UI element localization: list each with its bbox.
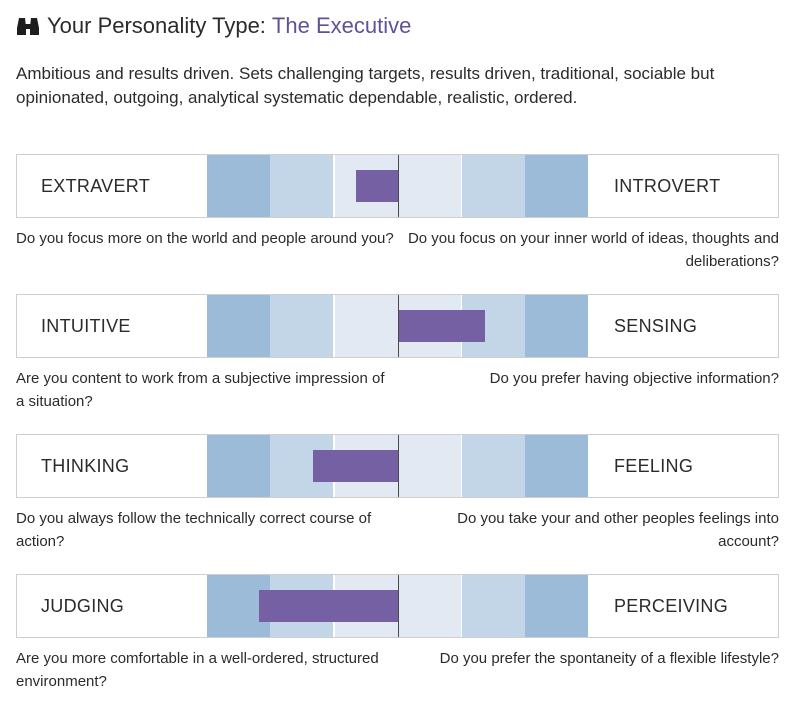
scale-left-label: JUDGING	[41, 596, 125, 616]
scale-row-judging-perceiving: JUDGING PERCEIVING	[16, 574, 779, 638]
scale-band-inner	[398, 575, 461, 637]
scale-band-inner	[335, 295, 398, 357]
scale-center-line	[398, 435, 399, 497]
personality-description: Ambitious and results driven. Sets chall…	[16, 64, 715, 107]
scale-band-middle	[462, 435, 525, 497]
page-header: Your Personality Type: The Executive	[16, 11, 411, 41]
scale-right-label: FEELING	[614, 456, 694, 476]
left-question: Do you always follow the technically cor…	[16, 510, 372, 550]
scale-right-label: INTROVERT	[614, 176, 721, 196]
scale-row-extravert-introvert: EXTRAVERT INTROVERT	[16, 154, 779, 218]
scale-band-outer	[207, 295, 270, 357]
header-label: Your Personality Type:	[47, 13, 266, 38]
scale-band-middle	[270, 295, 333, 357]
scale-band-outer	[207, 435, 270, 497]
scale-center-line	[398, 295, 399, 357]
scale-left-label: EXTRAVERT	[41, 176, 151, 196]
scale-band-outer	[525, 575, 588, 637]
scale-band-outer	[525, 435, 588, 497]
scale-band-outer	[525, 155, 588, 217]
scale-right-label: PERCEIVING	[614, 596, 729, 616]
score-marker	[259, 590, 398, 622]
left-question: Are you more comfortable in a well-order…	[16, 650, 379, 690]
left-question: Do you focus more on the world and peopl…	[16, 230, 394, 247]
scale-left-label: INTUITIVE	[41, 316, 131, 336]
right-question: Do you take your and other peoples feeli…	[457, 510, 779, 550]
right-question: Do you prefer having objective informati…	[489, 370, 779, 387]
binoculars-icon	[16, 15, 40, 37]
score-marker	[399, 310, 485, 342]
scale-left-label: THINKING	[41, 456, 130, 476]
scale-band-middle	[462, 575, 525, 637]
scale-band-outer	[207, 155, 270, 217]
scale-band-inner	[398, 435, 461, 497]
scale-band-inner	[398, 155, 461, 217]
left-question: Are you content to work from a subjectiv…	[16, 370, 385, 410]
scale-row-thinking-feeling: THINKING FEELING	[16, 434, 779, 498]
scale-band-outer	[525, 295, 588, 357]
right-question: Do you focus on your inner world of idea…	[407, 230, 779, 270]
score-marker	[356, 170, 398, 202]
personality-type-name: The Executive	[271, 13, 412, 38]
scale-right-label: SENSING	[614, 316, 698, 336]
right-question: Do you prefer the spontaneity of a flexi…	[439, 650, 779, 667]
score-marker	[312, 450, 398, 482]
scale-center-line	[398, 155, 399, 217]
scale-center-line	[398, 575, 399, 637]
scale-band-middle	[462, 155, 525, 217]
scale-band-middle	[270, 155, 333, 217]
scale-row-intuitive-sensing: INTUITIVE SENSING	[16, 294, 779, 358]
